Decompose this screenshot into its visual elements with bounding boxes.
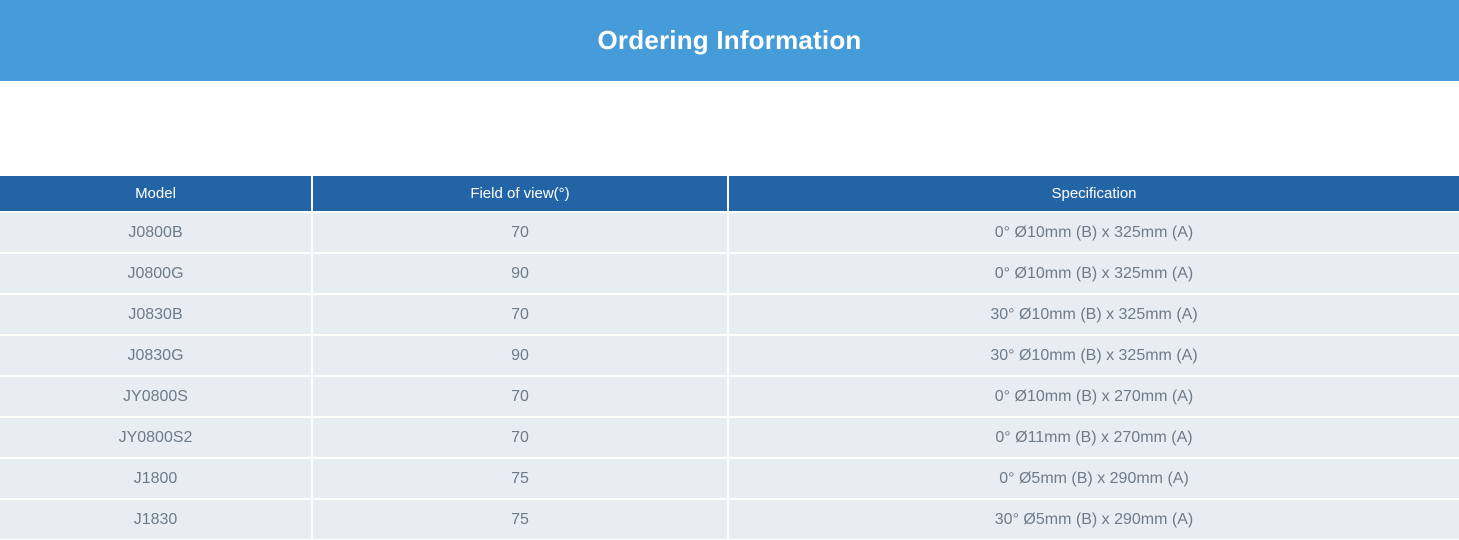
ordering-table-container: Model Field of view(°) Specification J08… xyxy=(0,176,1459,540)
table-row: J0830G 90 30° Ø10mm (B) x 325mm (A) xyxy=(0,336,1459,377)
cell-fov: 70 xyxy=(313,295,729,336)
cell-spec: 0° Ø11mm (B) x 270mm (A) xyxy=(729,418,1459,459)
cell-spec: 0° Ø5mm (B) x 290mm (A) xyxy=(729,459,1459,500)
table-row: J1800 75 0° Ø5mm (B) x 290mm (A) xyxy=(0,459,1459,500)
column-header-specification: Specification xyxy=(729,176,1459,213)
cell-model: JY0800S2 xyxy=(0,418,313,459)
column-header-model: Model xyxy=(0,176,313,213)
ordering-information-banner: Ordering Information xyxy=(0,0,1459,81)
cell-spec: 30° Ø10mm (B) x 325mm (A) xyxy=(729,336,1459,377)
cell-spec: 30° Ø5mm (B) x 290mm (A) xyxy=(729,500,1459,540)
cell-fov: 70 xyxy=(313,418,729,459)
cell-model: J0830G xyxy=(0,336,313,377)
page-title: Ordering Information xyxy=(597,25,862,55)
table-row: J1830 75 30° Ø5mm (B) x 290mm (A) xyxy=(0,500,1459,540)
cell-fov: 75 xyxy=(313,500,729,540)
cell-fov: 70 xyxy=(313,213,729,254)
cell-spec: 30° Ø10mm (B) x 325mm (A) xyxy=(729,295,1459,336)
cell-model: JY0800S xyxy=(0,377,313,418)
table-row: JY0800S 70 0° Ø10mm (B) x 270mm (A) xyxy=(0,377,1459,418)
table-row: J0830B 70 30° Ø10mm (B) x 325mm (A) xyxy=(0,295,1459,336)
cell-fov: 70 xyxy=(313,377,729,418)
table-header-row: Model Field of view(°) Specification xyxy=(0,176,1459,213)
cell-model: J1830 xyxy=(0,500,313,540)
table-row: J0800G 90 0° Ø10mm (B) x 325mm (A) xyxy=(0,254,1459,295)
cell-fov: 75 xyxy=(313,459,729,500)
column-header-field-of-view: Field of view(°) xyxy=(313,176,729,213)
cell-fov: 90 xyxy=(313,336,729,377)
cell-spec: 0° Ø10mm (B) x 270mm (A) xyxy=(729,377,1459,418)
cell-spec: 0° Ø10mm (B) x 325mm (A) xyxy=(729,254,1459,295)
table-row: J0800B 70 0° Ø10mm (B) x 325mm (A) xyxy=(0,213,1459,254)
table-row: JY0800S2 70 0° Ø11mm (B) x 270mm (A) xyxy=(0,418,1459,459)
cell-model: J0830B xyxy=(0,295,313,336)
cell-spec: 0° Ø10mm (B) x 325mm (A) xyxy=(729,213,1459,254)
cell-model: J0800B xyxy=(0,213,313,254)
ordering-table: Model Field of view(°) Specification J08… xyxy=(0,176,1459,540)
cell-model: J1800 xyxy=(0,459,313,500)
cell-fov: 90 xyxy=(313,254,729,295)
cell-model: J0800G xyxy=(0,254,313,295)
